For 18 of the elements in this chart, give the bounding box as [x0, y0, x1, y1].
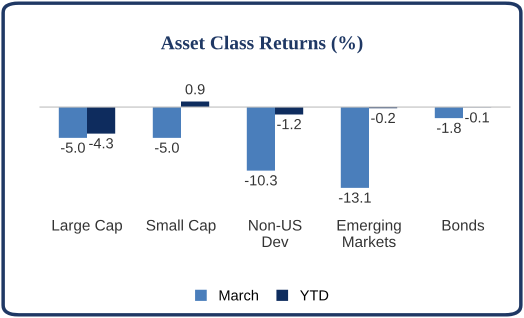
legend-label: YTD	[300, 290, 328, 300]
x-tick-label: Non-US Dev	[249, 220, 302, 248]
data-label: -1.2	[277, 118, 301, 130]
data-label: -4.3	[89, 138, 114, 148]
data-label: -10.3	[244, 175, 277, 186]
data-label: -5.0	[60, 142, 85, 153]
data-label: -5.0	[154, 142, 179, 153]
data-label: 0.9	[186, 84, 205, 94]
data-label: -0.2	[371, 112, 395, 124]
x-tick-label: Large Cap	[52, 220, 122, 234]
chart-title: Asset Class Returns (%)	[160, 36, 362, 54]
x-tick-label: Bonds	[442, 219, 484, 231]
legend-label: March	[220, 290, 258, 301]
data-label: -1.8	[436, 122, 461, 134]
x-tick-label: Small Cap	[146, 219, 216, 234]
x-tick-label: Emerging Markets	[338, 219, 401, 248]
data-label: -13.1	[338, 192, 371, 203]
data-label: -0.1	[465, 112, 489, 123]
